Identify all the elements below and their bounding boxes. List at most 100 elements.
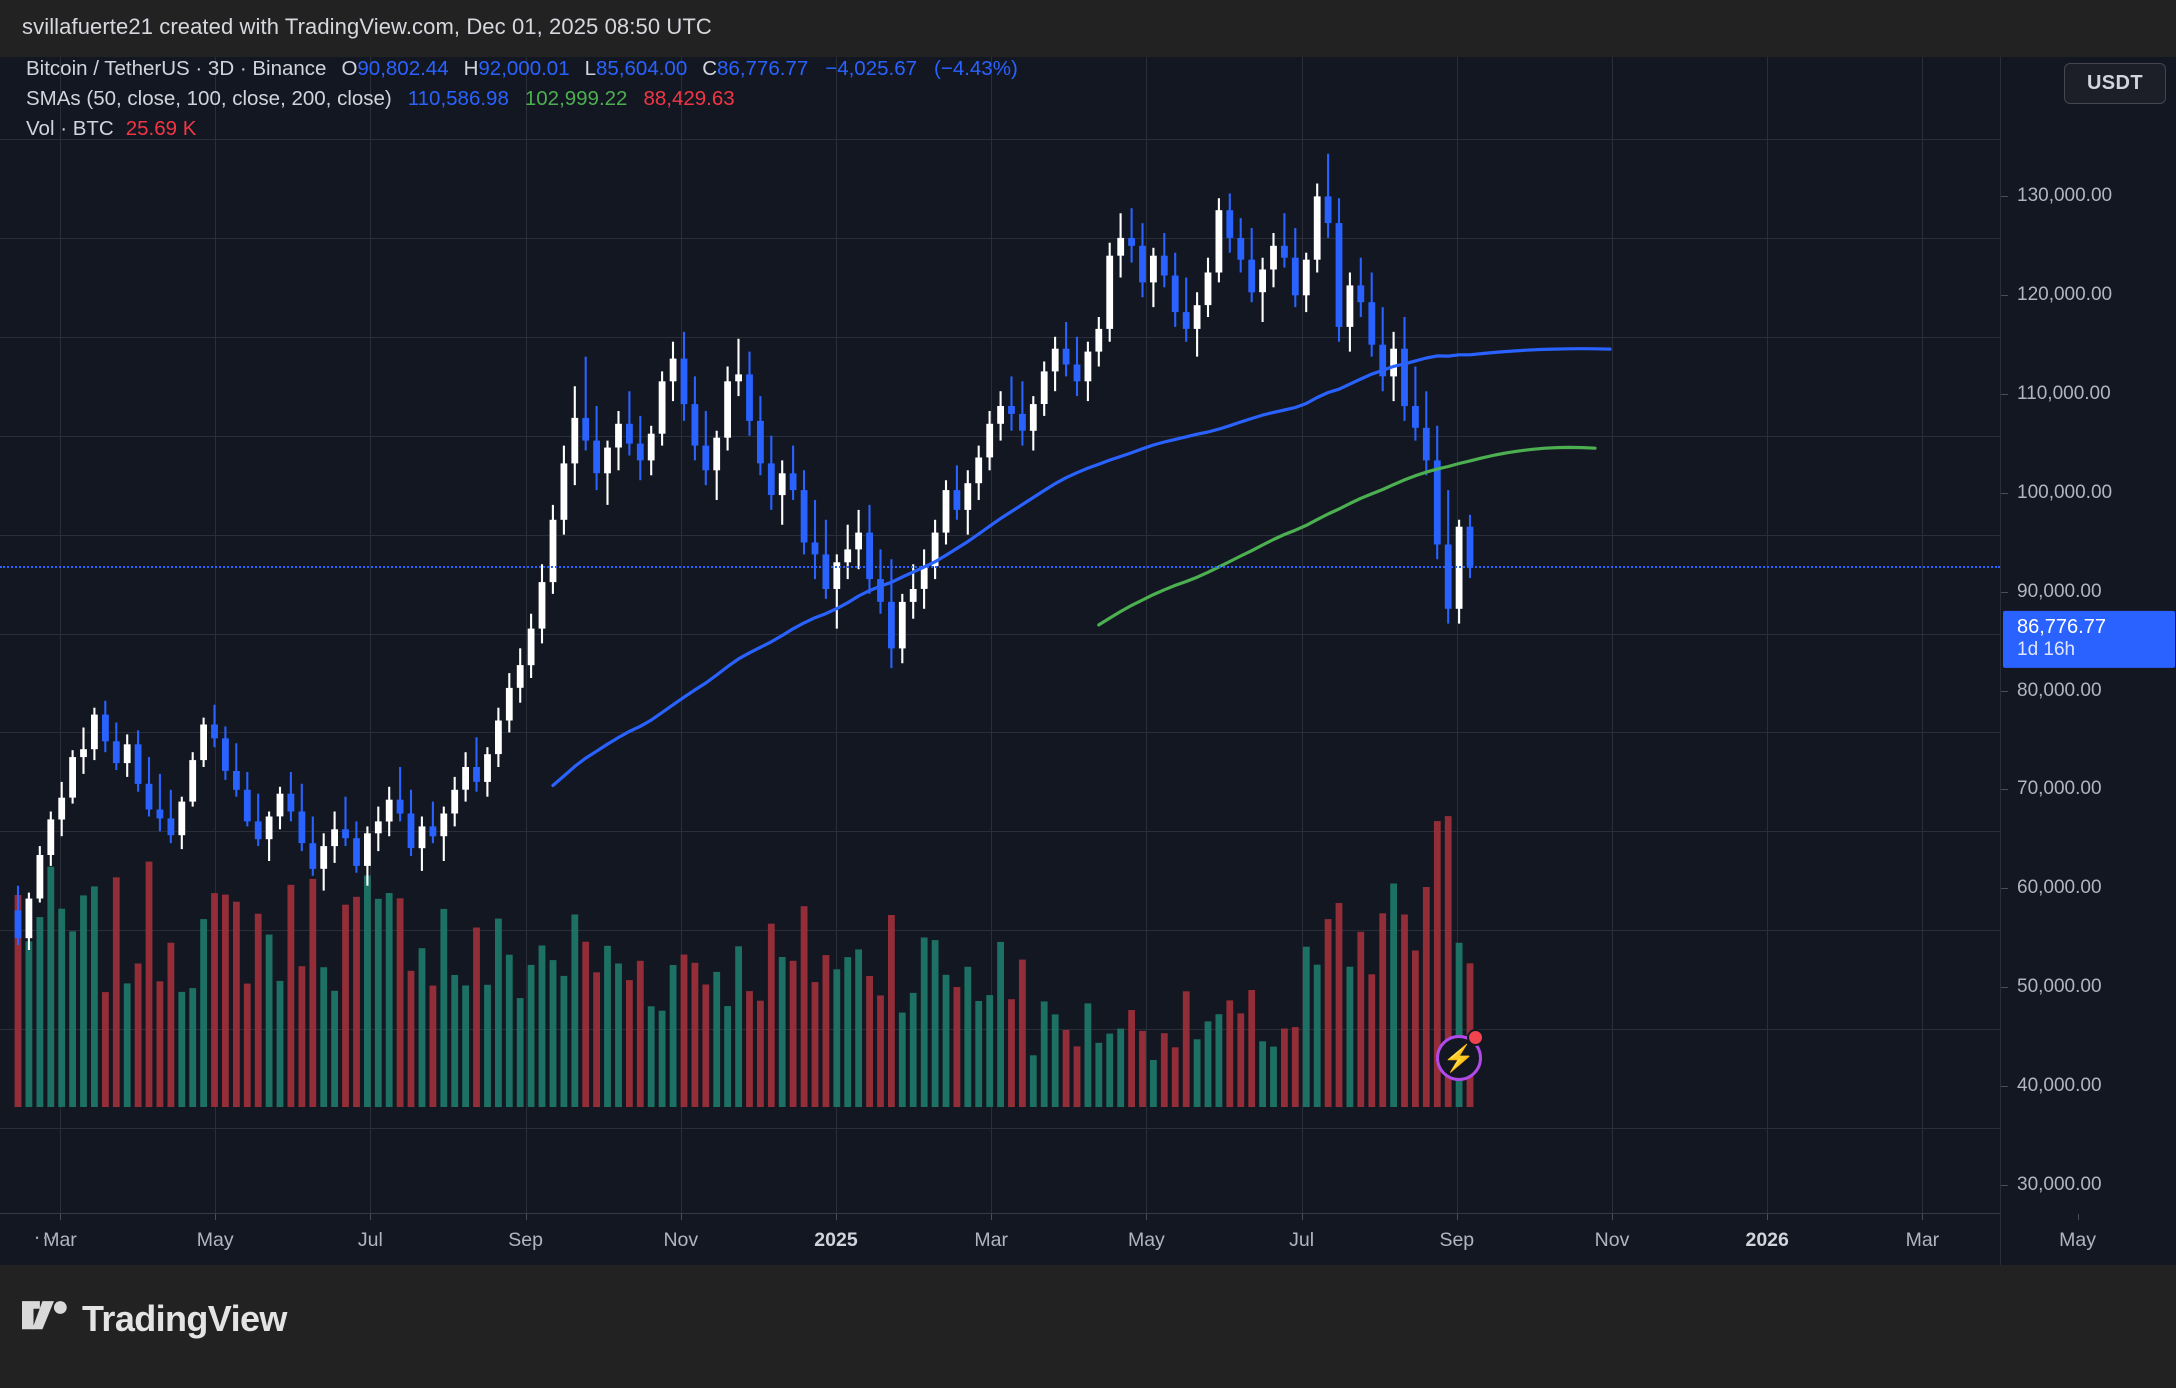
chart-canvas <box>14 153 1612 1107</box>
price-tick-label: 130,000.00 <box>2017 185 2113 206</box>
volume-bar <box>418 948 426 1107</box>
candle-body <box>538 582 546 629</box>
candle-body <box>1466 526 1474 567</box>
volume-bar <box>243 983 251 1107</box>
volume-bar <box>833 969 841 1107</box>
volume-bar <box>931 940 939 1107</box>
candle-body <box>953 490 961 510</box>
candle-body <box>1040 371 1048 404</box>
candle-body <box>942 490 950 533</box>
time-tick-mark <box>525 1214 527 1220</box>
volume-bar <box>724 1006 731 1107</box>
volume-bar <box>276 980 284 1107</box>
candle-body <box>243 789 251 822</box>
grid-line-vertical <box>680 57 682 1265</box>
volume-bar <box>560 975 568 1107</box>
last-price-value: 86,776.77 <box>2017 616 2106 639</box>
sma-50-line <box>551 347 1612 788</box>
candle-body <box>1073 364 1081 382</box>
pane-menu-ellipsis[interactable]: ... <box>34 1219 59 1244</box>
chart-pane[interactable]: ... ⚡ Bitcoin / TetherUS · 3D · Binance … <box>0 57 2000 1265</box>
currency-badge[interactable]: USDT <box>2063 63 2166 104</box>
volume-bar <box>909 992 917 1107</box>
candle-body <box>1379 344 1387 377</box>
volume-bar <box>91 886 98 1107</box>
candle-body <box>669 358 677 382</box>
time-axis[interactable]: Mar May Jul Sep Nov 2025 Mar May Jul Sep Nov 2026 Ma… <box>0 1213 2096 1265</box>
candle-body <box>145 783 153 810</box>
time-tick-mark <box>680 1214 682 1220</box>
grid-line-vertical <box>1146 57 1148 1265</box>
volume-bar <box>1357 931 1365 1107</box>
candle-body <box>746 374 753 421</box>
candle-body <box>233 771 240 790</box>
time-tick-label: May <box>196 1229 234 1251</box>
volume-bar <box>1160 1033 1168 1107</box>
volume-bar <box>1062 1030 1070 1107</box>
candle-body <box>123 744 131 764</box>
price-tick-mark <box>2001 1185 2008 1186</box>
grid-line-vertical <box>1767 57 1769 1265</box>
candle-body <box>374 821 382 834</box>
volume-bar <box>1422 887 1430 1107</box>
time-tick-label: Sep <box>1439 1229 1475 1251</box>
price-tick-label: 60,000.00 <box>2017 877 2102 899</box>
candle-body <box>1302 259 1310 296</box>
candle-body <box>265 816 273 840</box>
volume-bar <box>1291 1027 1299 1107</box>
volume-bar <box>342 904 349 1107</box>
volume-bar <box>462 985 469 1107</box>
volume-bar <box>1237 1013 1245 1107</box>
candle-body <box>47 819 55 855</box>
volume-bar <box>1182 991 1190 1107</box>
candle-body <box>331 829 338 847</box>
volume-bar <box>80 895 87 1107</box>
time-tick-mark <box>1767 1214 1769 1220</box>
time-tick-label: Jul <box>357 1229 383 1251</box>
volume-bar <box>353 896 360 1107</box>
volume-bar <box>1084 1003 1092 1107</box>
time-tick-label: 2026 <box>1745 1229 1789 1251</box>
volume-bar <box>986 995 994 1107</box>
volume-bar <box>167 942 175 1107</box>
volume-bar <box>1073 1046 1081 1107</box>
price-tick-mark <box>2001 196 2008 197</box>
candle-body <box>527 628 535 666</box>
price-tick-mark <box>2001 492 2008 494</box>
candle-body <box>1291 257 1299 296</box>
volume-bar <box>1346 966 1354 1107</box>
candle-body <box>560 463 568 520</box>
attribution-text: svillafuerte21 created with TradingView.… <box>22 14 712 39</box>
volume-bar <box>473 927 480 1107</box>
volume-bar <box>866 976 873 1107</box>
grid-line-vertical <box>836 57 837 1265</box>
volume-bar <box>1019 959 1026 1107</box>
last-price-tag[interactable]: 86,776.77 1d 16h <box>2003 611 2175 668</box>
candle-body <box>276 793 284 817</box>
candle-body <box>549 519 557 583</box>
grid-line-vertical <box>991 57 993 1265</box>
time-tick-label: Nov <box>1594 1229 1630 1251</box>
candle-body <box>877 579 884 602</box>
candle-body <box>636 443 644 461</box>
candle-body <box>898 601 906 649</box>
volume-bar <box>1248 990 1256 1107</box>
time-tick-mark <box>1922 1214 1924 1220</box>
volume-bar <box>1117 1028 1125 1107</box>
alert-icon[interactable]: ⚡ <box>1436 1035 1483 1081</box>
volume-bar <box>538 945 546 1107</box>
tradingview-wordmark: TradingView <box>82 1298 287 1339</box>
candle-body <box>604 447 611 474</box>
candle-body <box>1259 269 1266 293</box>
volume-series <box>14 816 1474 1107</box>
volume-bar <box>549 960 557 1107</box>
volume-bar <box>811 982 819 1107</box>
volume-bar <box>1368 974 1376 1107</box>
candle-body <box>298 811 306 844</box>
candle-body <box>1139 245 1146 283</box>
candle-body <box>102 714 109 742</box>
candle-body <box>1062 348 1070 365</box>
candle-body <box>757 420 764 464</box>
price-axis[interactable]: USDT 130,000.00 120,000.00 110,000.00 100,0… <box>2000 57 2176 1265</box>
volume-bar <box>134 963 142 1107</box>
